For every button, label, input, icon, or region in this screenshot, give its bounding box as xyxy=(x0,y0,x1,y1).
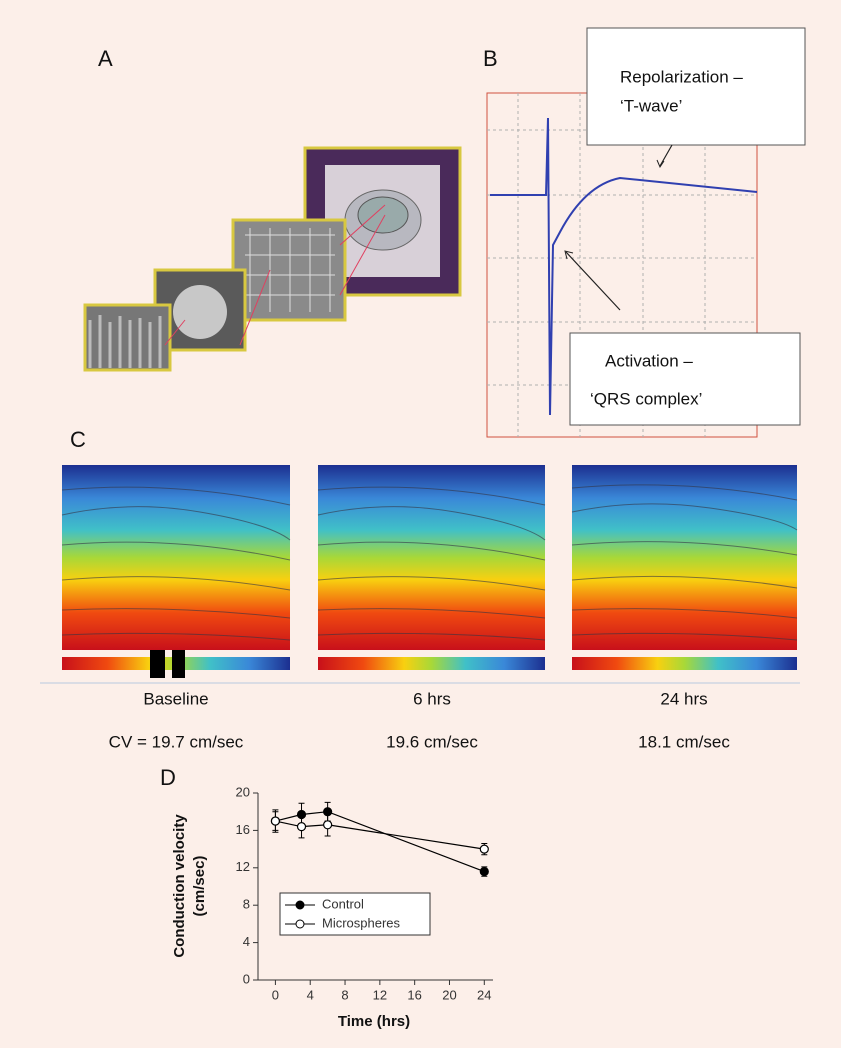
y-tick-label: 8 xyxy=(243,897,250,912)
legend-marker xyxy=(296,920,304,928)
panel-label: B xyxy=(483,46,498,71)
annotation: Activation – xyxy=(605,351,693,370)
x-axis-title: Time (hrs) xyxy=(338,1013,410,1030)
velocity-label: 18.1 cm/sec xyxy=(638,732,730,751)
legend-label: Control xyxy=(322,896,364,911)
x-tick-label: 16 xyxy=(407,987,421,1002)
x-tick-label: 4 xyxy=(307,987,314,1002)
legend-marker xyxy=(296,901,304,909)
condition-label: 6 hrs xyxy=(413,689,451,708)
velocity-label: CV = 19.7 cm/sec xyxy=(109,732,244,751)
velocity-label: 19.6 cm/sec xyxy=(386,732,478,751)
annotation: Repolarization – xyxy=(620,67,743,86)
data-point xyxy=(480,868,488,876)
x-tick-label: 8 xyxy=(341,987,348,1002)
y-tick-label: 0 xyxy=(243,971,250,986)
condition-label: Baseline xyxy=(143,689,208,708)
annotation: ‘QRS complex’ xyxy=(590,389,702,408)
x-tick-label: 12 xyxy=(373,987,387,1002)
data-point xyxy=(480,845,488,853)
figure: A B C D Repolarization – ‘T-wave’ Activa… xyxy=(0,0,841,1048)
data-point xyxy=(324,821,332,829)
y-tick-label: 12 xyxy=(236,859,250,874)
data-point xyxy=(298,823,306,831)
panel-label: C xyxy=(70,427,86,452)
annotation: ‘T-wave’ xyxy=(620,96,682,115)
x-tick-label: 24 xyxy=(477,987,491,1002)
y-tick-label: 16 xyxy=(236,822,250,837)
condition-label: 24 hrs xyxy=(660,689,707,708)
x-tick-label: 20 xyxy=(442,987,456,1002)
y-axis-title: (cm/sec) xyxy=(191,856,208,917)
panel-label: A xyxy=(98,46,113,71)
x-tick-label: 0 xyxy=(272,987,279,1002)
y-axis-title: Conduction velocity xyxy=(171,814,188,958)
data-point xyxy=(271,817,279,825)
y-tick-label: 20 xyxy=(236,784,250,799)
y-tick-label: 4 xyxy=(243,934,250,949)
panel-label: D xyxy=(160,765,176,790)
legend-label: Microspheres xyxy=(322,915,401,930)
